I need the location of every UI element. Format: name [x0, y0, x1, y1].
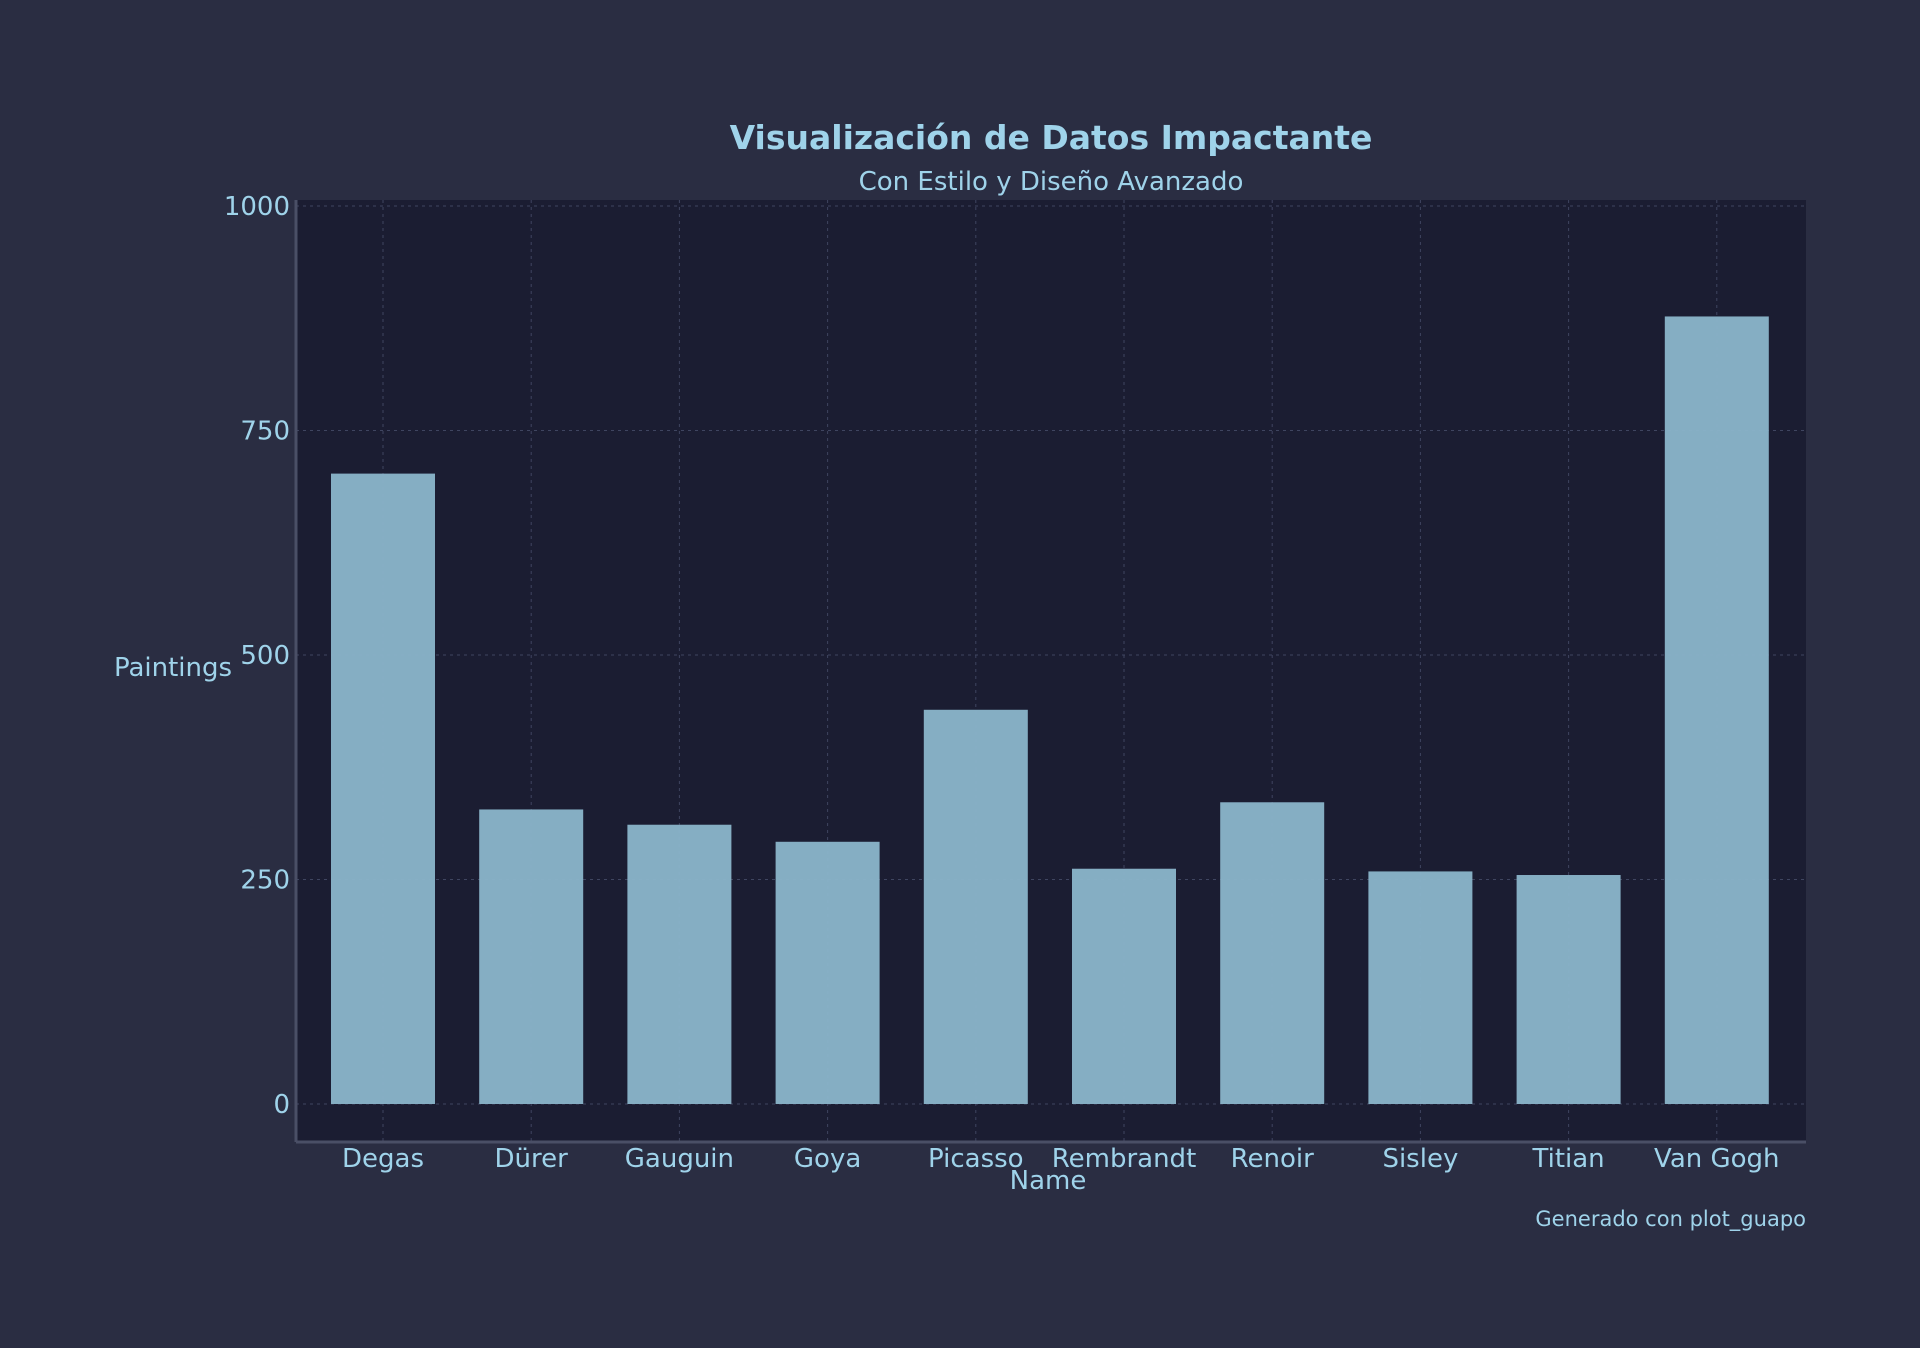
y-axis-label: Paintings	[114, 653, 232, 683]
bar	[1368, 871, 1473, 1104]
bar	[1664, 316, 1769, 1105]
bar	[627, 824, 732, 1104]
bar	[331, 473, 435, 1104]
bar	[1220, 802, 1325, 1104]
y-tick-label: 250	[240, 866, 290, 896]
x-tick-label: Renoir	[1231, 1144, 1315, 1174]
x-tick-label: Picasso	[928, 1144, 1024, 1174]
bar	[479, 809, 584, 1104]
bar	[1072, 868, 1176, 1104]
x-tick-label: Rembrandt	[1052, 1144, 1197, 1174]
x-tick-label: Dürer	[495, 1144, 569, 1174]
chart-title: Visualización de Datos Impactante	[730, 118, 1373, 157]
y-tick-label: 0	[273, 1090, 290, 1120]
bar	[1516, 875, 1621, 1104]
x-tick-label: Goya	[794, 1144, 861, 1174]
y-tick-label: 500	[240, 641, 290, 671]
bar	[923, 709, 1028, 1104]
y-tick-label: 750	[240, 417, 290, 447]
chart-caption: Generado con plot_guapo	[1535, 1207, 1806, 1232]
bars	[331, 316, 1769, 1105]
tick-labels: 0 250 500 750 1000 Degas Dürer Gauguin Goya Picas…	[224, 192, 1780, 1174]
x-tick-label: Titian	[1532, 1144, 1605, 1174]
x-tick-label: Van Gogh	[1654, 1144, 1779, 1174]
bar	[775, 841, 880, 1104]
axes	[294, 200, 1806, 1144]
y-tick-label: 1000	[224, 192, 290, 222]
chart-subtitle: Con Estilo y Diseño Avanzado	[859, 167, 1244, 197]
x-axis-label: Name	[1010, 1166, 1087, 1196]
x-tick-label: Sisley	[1382, 1144, 1458, 1174]
x-tick-label: Degas	[342, 1144, 424, 1174]
x-tick-label: Gauguin	[625, 1144, 734, 1174]
